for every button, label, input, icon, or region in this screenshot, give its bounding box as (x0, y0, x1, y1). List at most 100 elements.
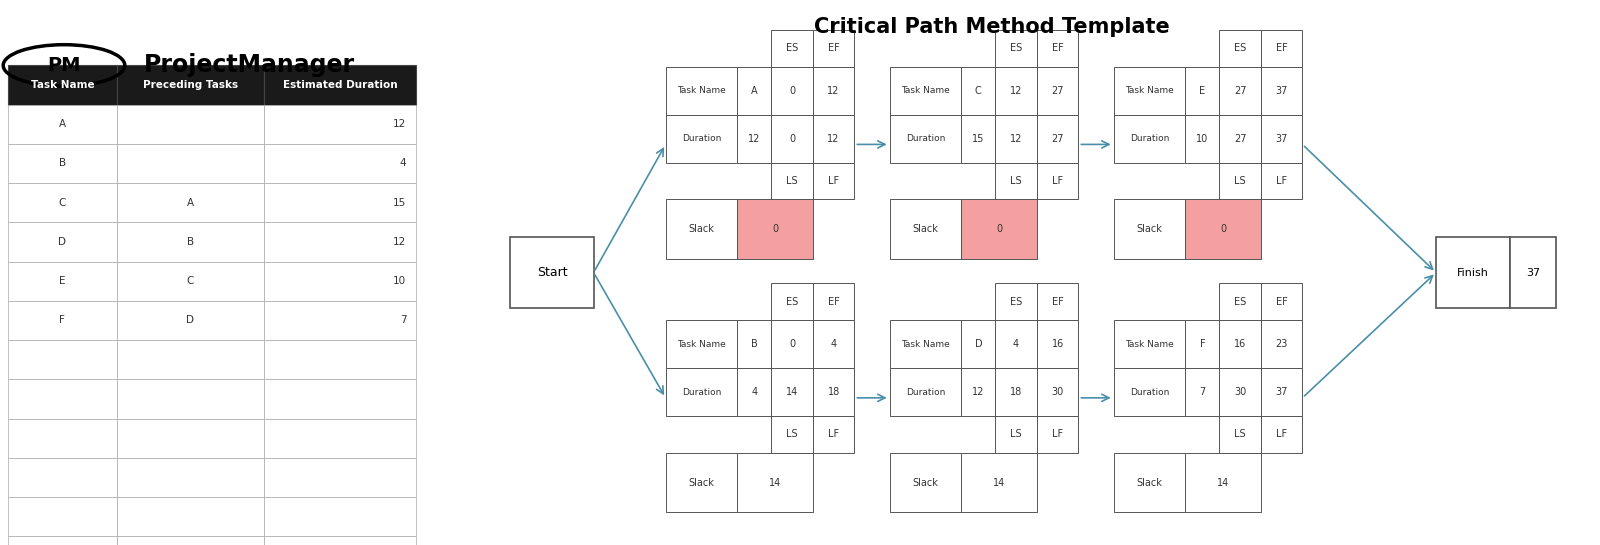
Text: C: C (187, 276, 194, 286)
Bar (1219, 416, 1261, 453)
Bar (1037, 368, 1078, 416)
Bar (117, 419, 264, 458)
Bar (962, 320, 995, 368)
Text: 27: 27 (1234, 86, 1246, 95)
Text: 0: 0 (1221, 224, 1226, 234)
Bar (813, 283, 854, 320)
Bar (995, 163, 1037, 199)
Text: LS: LS (1234, 176, 1246, 186)
Text: 4: 4 (830, 339, 837, 349)
Text: B: B (187, 237, 194, 247)
Text: Duration: Duration (906, 134, 946, 143)
Text: EF: EF (827, 296, 840, 307)
Text: 0: 0 (789, 134, 795, 144)
Bar (264, 379, 416, 419)
Text: 12: 12 (1010, 134, 1022, 144)
Text: D: D (186, 316, 195, 325)
Text: 4: 4 (1013, 339, 1019, 349)
Bar (738, 199, 813, 259)
Bar (962, 453, 1037, 512)
Text: ES: ES (1010, 43, 1022, 53)
Text: Task Name: Task Name (677, 86, 726, 95)
Text: 0: 0 (789, 86, 795, 95)
Bar (1186, 66, 1219, 114)
Text: 27: 27 (1051, 86, 1064, 95)
Text: F: F (59, 316, 66, 325)
Text: 12: 12 (973, 387, 984, 397)
Bar (890, 114, 962, 163)
Text: ES: ES (1010, 296, 1022, 307)
Text: EF: EF (1051, 296, 1064, 307)
Bar (962, 368, 995, 416)
Text: C: C (974, 86, 982, 95)
Text: C: C (59, 198, 66, 208)
Text: Duration: Duration (1130, 387, 1170, 397)
Text: 4: 4 (752, 387, 757, 397)
Bar (117, 497, 264, 536)
Bar (1037, 163, 1078, 199)
Bar (117, 458, 264, 497)
Bar (738, 66, 771, 114)
Bar (1037, 416, 1078, 453)
Text: Slack: Slack (912, 477, 939, 488)
Bar (1037, 30, 1078, 66)
Text: E: E (1200, 86, 1205, 95)
Text: 7: 7 (1200, 387, 1205, 397)
Text: 10: 10 (394, 276, 406, 286)
Bar (1114, 199, 1186, 259)
Text: Slack: Slack (1136, 224, 1163, 234)
Bar (8, 105, 117, 144)
Bar (666, 199, 738, 259)
Bar (1510, 237, 1555, 308)
Bar (1186, 114, 1219, 163)
Bar (264, 497, 416, 536)
Text: Task Name: Task Name (1125, 340, 1174, 349)
Text: LS: LS (1234, 429, 1246, 439)
Bar (813, 163, 854, 199)
Bar (8, 301, 117, 340)
Bar (264, 536, 416, 545)
Text: Duration: Duration (682, 134, 722, 143)
Bar (890, 320, 962, 368)
Text: Start: Start (536, 266, 568, 279)
Bar (1186, 199, 1261, 259)
Text: Preceding Tasks: Preceding Tasks (142, 80, 238, 90)
Bar (995, 114, 1037, 163)
Text: Duration: Duration (1130, 134, 1170, 143)
Bar (771, 163, 813, 199)
Text: 16: 16 (1234, 339, 1246, 349)
Bar (1186, 368, 1219, 416)
Text: 12: 12 (394, 237, 406, 247)
Bar (1219, 283, 1261, 320)
Bar (8, 144, 117, 183)
Text: ES: ES (1234, 43, 1246, 53)
Bar (738, 114, 771, 163)
Text: 37: 37 (1526, 268, 1541, 277)
Text: B: B (750, 339, 758, 349)
Text: 14: 14 (1218, 477, 1229, 488)
Text: 18: 18 (1010, 387, 1022, 397)
Text: 27: 27 (1234, 134, 1246, 144)
Text: ES: ES (786, 43, 798, 53)
Bar (1186, 320, 1219, 368)
Bar (264, 301, 416, 340)
Text: 14: 14 (786, 387, 798, 397)
Bar (1261, 114, 1302, 163)
Bar (1037, 283, 1078, 320)
Bar (8, 536, 117, 545)
Text: Task Name: Task Name (901, 86, 950, 95)
Bar (995, 320, 1037, 368)
Text: 16: 16 (1051, 339, 1064, 349)
Text: LS: LS (1010, 429, 1022, 439)
Bar (1219, 163, 1261, 199)
Bar (8, 65, 117, 105)
Text: F: F (1200, 339, 1205, 349)
Text: LF: LF (1053, 429, 1062, 439)
Bar (1114, 320, 1186, 368)
Text: Slack: Slack (688, 224, 715, 234)
Bar (1186, 453, 1261, 512)
Bar (1219, 320, 1261, 368)
Bar (666, 453, 738, 512)
Bar (995, 66, 1037, 114)
Bar (813, 30, 854, 66)
